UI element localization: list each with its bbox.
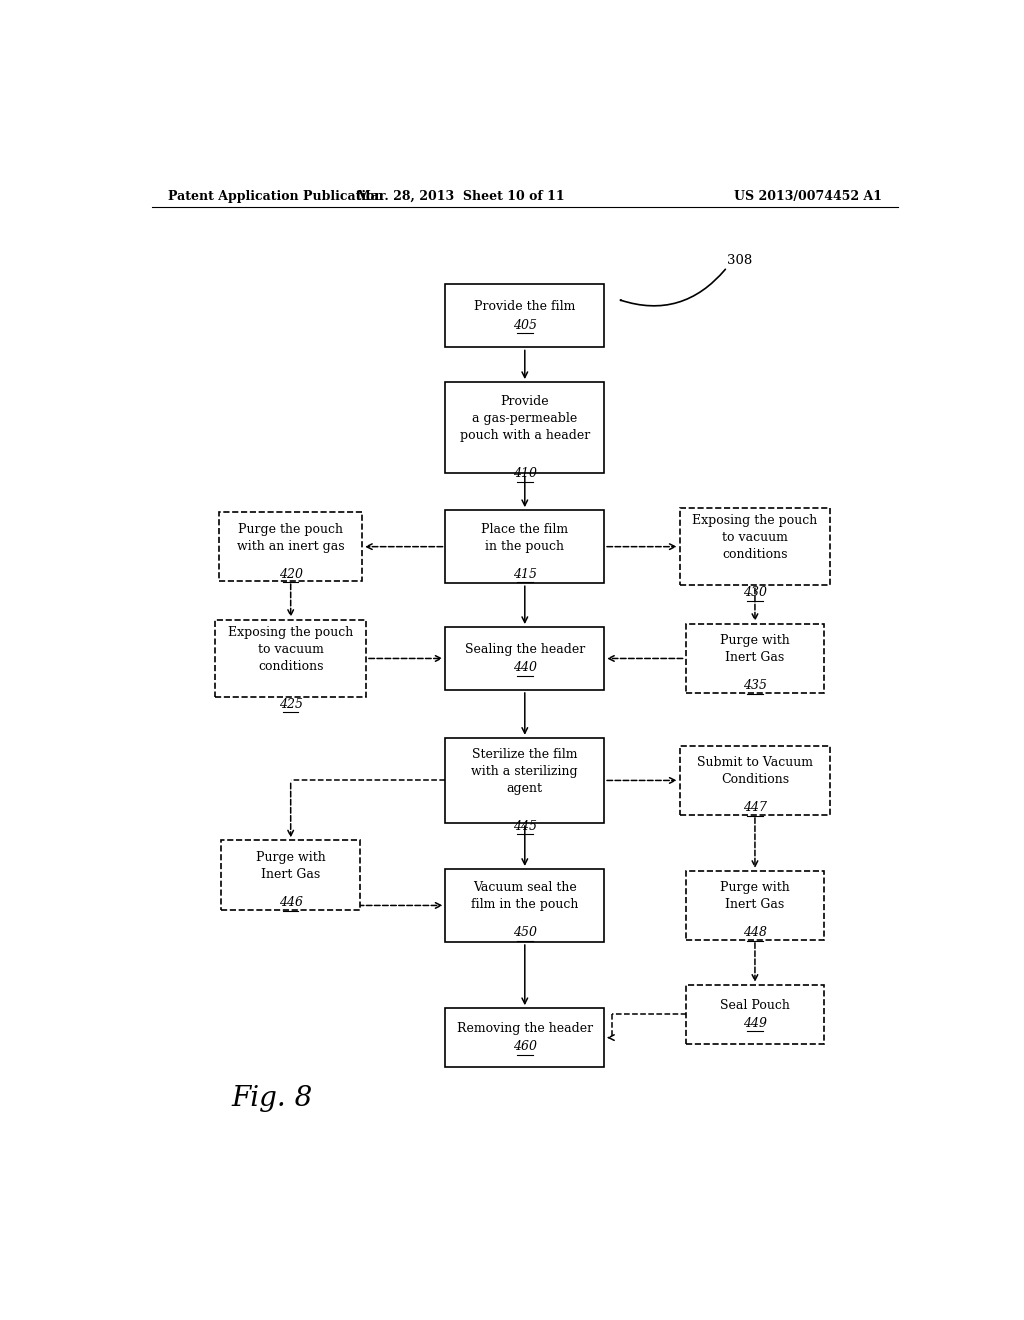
Text: Mar. 28, 2013  Sheet 10 of 11: Mar. 28, 2013 Sheet 10 of 11 [357,190,565,202]
FancyBboxPatch shape [680,746,830,814]
Text: 446: 446 [279,896,303,909]
FancyBboxPatch shape [445,381,604,474]
Text: Purge with
Inert Gas: Purge with Inert Gas [720,882,790,911]
FancyBboxPatch shape [215,620,367,697]
Text: Sealing the header: Sealing the header [465,643,585,656]
Text: Purge the pouch
with an inert gas: Purge the pouch with an inert gas [237,523,344,553]
FancyBboxPatch shape [221,841,360,909]
Text: Sterilize the film
with a sterilizing
agent: Sterilize the film with a sterilizing ag… [471,748,579,795]
Text: 440: 440 [513,661,537,675]
Text: 405: 405 [513,318,537,331]
FancyBboxPatch shape [685,985,824,1044]
FancyBboxPatch shape [445,1008,604,1067]
FancyBboxPatch shape [445,738,604,824]
FancyBboxPatch shape [445,284,604,347]
Text: Submit to Vacuum
Conditions: Submit to Vacuum Conditions [697,756,813,787]
Text: Provide the film: Provide the film [474,300,575,313]
Text: 435: 435 [743,680,767,693]
Text: 308: 308 [727,253,753,267]
Text: Fig. 8: Fig. 8 [231,1085,312,1111]
Text: 445: 445 [513,820,537,833]
FancyBboxPatch shape [685,871,824,940]
Text: Exposing the pouch
to vacuum
conditions: Exposing the pouch to vacuum conditions [692,513,817,561]
Text: 447: 447 [743,801,767,814]
Text: Purge with
Inert Gas: Purge with Inert Gas [720,635,790,664]
FancyBboxPatch shape [685,624,824,693]
Text: 450: 450 [513,927,537,940]
FancyBboxPatch shape [445,510,604,583]
Text: 449: 449 [743,1016,767,1030]
FancyArrowPatch shape [621,269,725,306]
Text: US 2013/0074452 A1: US 2013/0074452 A1 [734,190,882,202]
Text: 430: 430 [743,586,767,599]
Text: 448: 448 [743,927,767,940]
Text: Exposing the pouch
to vacuum
conditions: Exposing the pouch to vacuum conditions [228,626,353,673]
FancyBboxPatch shape [219,512,362,581]
FancyBboxPatch shape [680,508,830,585]
Text: Removing the header: Removing the header [457,1022,593,1035]
Text: Place the film
in the pouch: Place the film in the pouch [481,523,568,553]
Text: 420: 420 [279,568,303,581]
Text: 410: 410 [513,467,537,480]
Text: 415: 415 [513,568,537,581]
Text: Provide
a gas-permeable
pouch with a header: Provide a gas-permeable pouch with a hea… [460,395,590,442]
Text: Seal Pouch: Seal Pouch [720,998,790,1011]
Text: Vacuum seal the
film in the pouch: Vacuum seal the film in the pouch [471,882,579,911]
Text: Patent Application Publication: Patent Application Publication [168,190,383,202]
Text: 425: 425 [279,698,303,710]
FancyBboxPatch shape [445,627,604,690]
Text: Purge with
Inert Gas: Purge with Inert Gas [256,851,326,880]
Text: 460: 460 [513,1040,537,1053]
FancyBboxPatch shape [445,869,604,942]
